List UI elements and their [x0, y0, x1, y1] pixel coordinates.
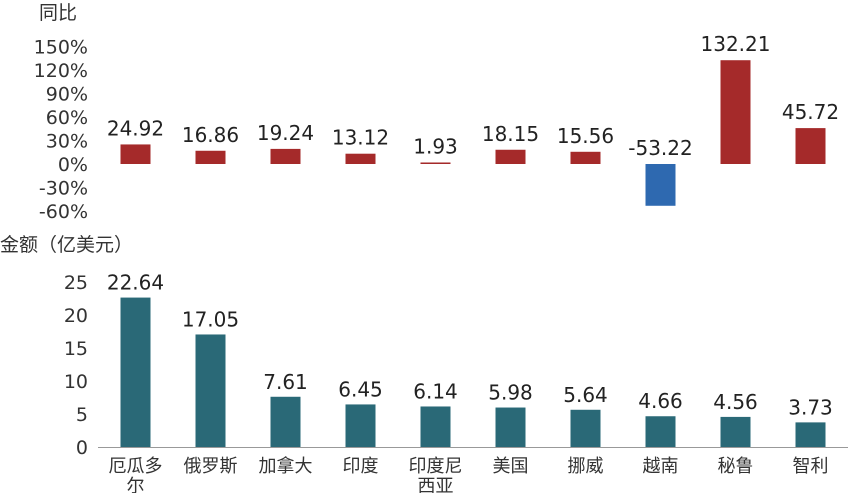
bottom-data-label-8: 4.66	[638, 389, 683, 413]
top-data-label-10: 45.72	[782, 100, 839, 124]
top-data-label-2: 16.86	[182, 123, 239, 147]
bottom-bar-2	[195, 334, 226, 447]
top-ytick-label: 60%	[46, 107, 88, 129]
top-bar-5	[420, 162, 451, 164]
top-data-label-3: 19.24	[257, 121, 314, 145]
top-bar-6	[495, 149, 526, 164]
bottom-data-label-5: 6.14	[413, 379, 458, 403]
bottom-data-label-6: 5.98	[488, 381, 533, 405]
bottom-bar-4	[345, 404, 376, 447]
bottom-bar-10	[795, 422, 826, 447]
top-bar-4	[345, 153, 376, 164]
top-data-label-4: 13.12	[332, 126, 389, 150]
top-bar-2	[195, 150, 226, 164]
bottom-ytick-label: 10	[64, 371, 88, 393]
bottom-bar-1	[120, 297, 151, 447]
top-ytick-label: 90%	[46, 83, 88, 105]
category-label-7: 挪威	[568, 456, 604, 477]
bottom-bar-5	[420, 406, 451, 447]
top-bar-9	[720, 60, 751, 164]
top-ylabel: 同比	[39, 2, 77, 24]
bottom-ytick-label: 5	[76, 404, 88, 426]
category-label-6: 美国	[493, 456, 529, 477]
category-label-5: 印度尼	[409, 456, 463, 477]
top-data-label-9: 132.21	[701, 32, 771, 56]
top-ytick-label: 30%	[46, 130, 88, 152]
category-label-2: 俄罗斯	[184, 456, 238, 477]
top-data-label-6: 18.15	[482, 122, 539, 146]
category-label-1: 厄瓜多	[109, 456, 163, 477]
bottom-data-label-10: 3.73	[788, 395, 833, 419]
top-bar-7	[570, 151, 601, 164]
top-bar-1	[120, 144, 151, 164]
top-data-label-7: 15.56	[557, 124, 614, 148]
bottom-bar-6	[495, 407, 526, 447]
top-data-label-5: 1.93	[413, 134, 458, 158]
bottom-data-label-1: 22.64	[107, 271, 164, 295]
bottom-ylabel: 金额（亿美元）	[0, 234, 133, 256]
bottom-data-label-9: 4.56	[713, 390, 758, 414]
bottom-bar-3	[270, 396, 301, 447]
top-ytick-label: -60%	[39, 201, 88, 223]
top-data-label-8: -53.22	[628, 136, 692, 160]
bottom-ytick-label: 25	[64, 272, 88, 294]
bottom-bar-7	[570, 409, 601, 447]
top-ytick-label: 150%	[34, 36, 88, 58]
top-data-label-1: 24.92	[107, 116, 164, 140]
bottom-data-label-2: 17.05	[182, 307, 239, 331]
top-ytick-label: 0%	[58, 154, 88, 176]
bottom-bar-8	[645, 416, 676, 447]
bottom-ytick-label: 20	[64, 305, 88, 327]
category-label-8: 越南	[643, 456, 679, 477]
top-ytick-label: 120%	[34, 60, 88, 82]
bottom-bar-9	[720, 416, 751, 447]
top-bar-10	[795, 128, 826, 164]
category-label-3: 加拿大	[259, 455, 313, 477]
bottom-data-label-7: 5.64	[563, 383, 608, 407]
category-label-9: 秘鲁	[718, 456, 754, 477]
top-bar-3	[270, 148, 301, 164]
top-bar-8	[645, 164, 676, 206]
bottom-ytick-label: 15	[64, 338, 88, 360]
category-label-5: 西亚	[418, 476, 454, 493]
top-ytick-label: -30%	[39, 178, 88, 200]
category-label-1: 尔	[127, 476, 145, 493]
category-label-10: 智利	[793, 456, 829, 477]
bottom-data-label-3: 7.61	[263, 370, 308, 394]
category-label-4: 印度	[343, 456, 379, 477]
bottom-data-label-4: 6.45	[338, 377, 383, 401]
bottom-ytick-label: 0	[76, 437, 88, 459]
